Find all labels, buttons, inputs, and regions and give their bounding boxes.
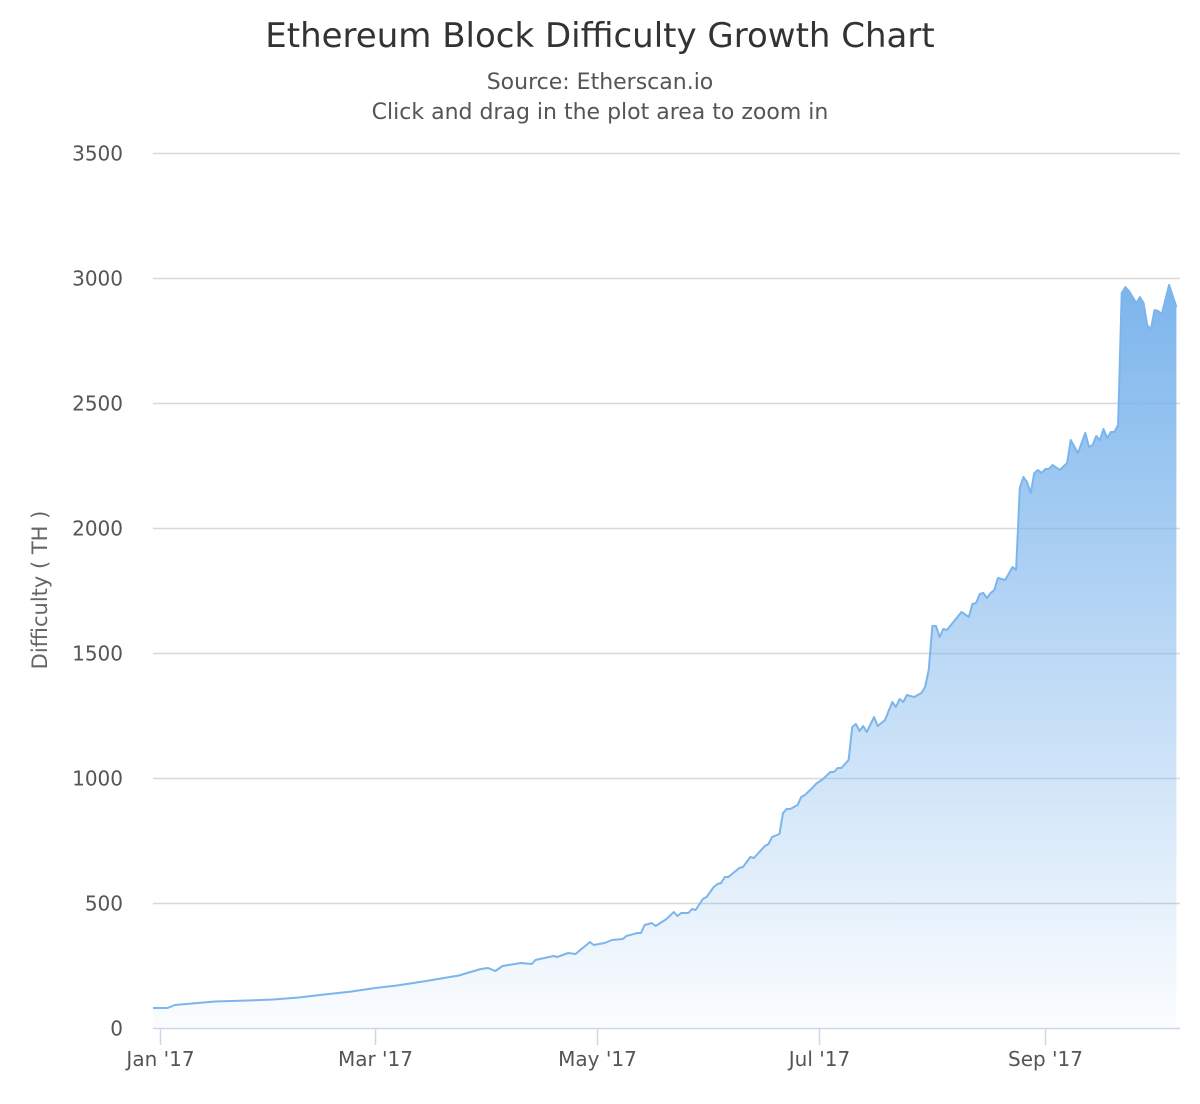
x-tick-label: Jan '17: [124, 1047, 194, 1071]
x-tick-label: Mar '17: [338, 1047, 413, 1071]
y-tick-label: 2500: [72, 392, 123, 416]
x-tick-label: May '17: [558, 1047, 637, 1071]
y-tick-label: 1000: [72, 767, 123, 791]
y-tick-label: 0: [110, 1017, 123, 1041]
y-tick-label: 500: [85, 892, 123, 916]
difficulty-line: [153, 284, 1178, 1009]
x-tick-label: Sep '17: [1008, 1047, 1083, 1071]
chart-title: Ethereum Block Difficulty Growth Chart: [265, 16, 934, 56]
y-tick-label: 3500: [72, 142, 123, 166]
y-axis-ticks: 0 500 1000 1500 2000 2500 3000 3500: [72, 142, 123, 1041]
y-tick-label: 1500: [72, 642, 123, 666]
gridlines: [153, 152, 1180, 905]
x-axis-ticks: Jan '17 Mar '17 May '17 Jul '17 Sep '17: [124, 1028, 1083, 1071]
difficulty-area: [153, 285, 1177, 1028]
y-axis-title: Difficulty ( TH ): [28, 511, 52, 670]
y-tick-label: 2000: [72, 517, 123, 541]
x-tick-label: Jul '17: [787, 1047, 850, 1071]
chart-zoom-hint: Click and drag in the plot area to zoom …: [372, 100, 829, 125]
y-tick-label: 3000: [72, 267, 123, 291]
chart-subtitle: Source: Etherscan.io: [487, 70, 714, 95]
